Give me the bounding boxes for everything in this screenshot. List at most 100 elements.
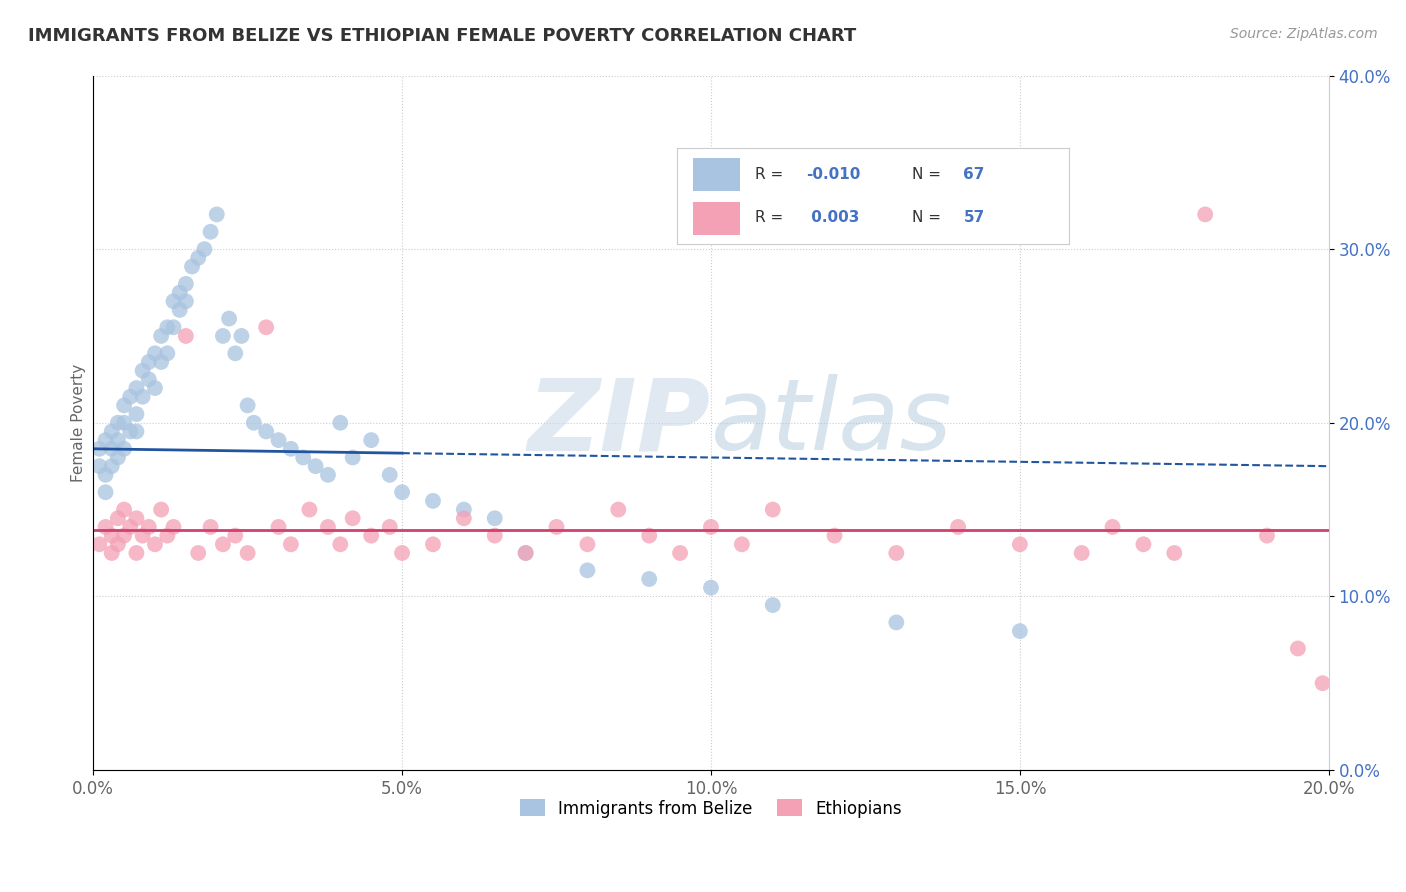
Point (181, 260, 204, 274)
Point (1008, 624, 1031, 639)
Point (484, 511, 506, 525)
Point (200, 225, 222, 239)
Point (1286, 641, 1309, 656)
Point (254, 320, 277, 334)
Point (292, 450, 315, 465)
Point (187, 251, 209, 265)
Point (515, 546, 537, 560)
Text: -0.010: -0.010 (807, 167, 860, 182)
Point (100, 442, 122, 456)
Point (378, 520, 401, 534)
FancyBboxPatch shape (693, 202, 740, 235)
Point (824, 528, 846, 542)
Point (484, 528, 506, 542)
Point (762, 502, 785, 516)
Point (94, 433, 117, 447)
Point (162, 320, 184, 334)
Point (1194, 207, 1216, 221)
Point (107, 416, 129, 430)
Point (607, 502, 630, 516)
Point (174, 329, 197, 343)
Point (298, 502, 321, 516)
Text: R =: R = (755, 167, 789, 182)
Point (546, 520, 568, 534)
FancyBboxPatch shape (693, 158, 740, 191)
Point (89, 459, 111, 474)
Point (131, 364, 153, 378)
Point (316, 520, 339, 534)
Point (212, 537, 235, 551)
Point (731, 537, 754, 551)
Point (100, 546, 122, 560)
Point (94, 520, 117, 534)
Point (1101, 520, 1123, 534)
Text: Source: ZipAtlas.com: Source: ZipAtlas.com (1230, 27, 1378, 41)
Point (174, 277, 197, 291)
Point (150, 329, 173, 343)
Point (131, 528, 153, 542)
Point (169, 285, 191, 300)
Point (329, 537, 352, 551)
Point (700, 581, 723, 595)
Point (112, 502, 135, 516)
Point (125, 425, 148, 439)
Point (94, 485, 117, 500)
Point (638, 528, 661, 542)
Point (125, 546, 148, 560)
Point (224, 346, 246, 360)
Point (107, 537, 129, 551)
Point (360, 528, 382, 542)
Point (94, 467, 117, 482)
Point (125, 511, 148, 525)
Point (236, 398, 259, 412)
Point (89, 442, 111, 456)
Point (1312, 676, 1334, 690)
Point (391, 546, 413, 560)
Point (280, 537, 302, 551)
Point (125, 381, 148, 395)
Point (100, 459, 122, 474)
Point (1256, 528, 1278, 542)
Point (267, 433, 290, 447)
Point (576, 537, 599, 551)
Point (762, 598, 785, 612)
Point (200, 520, 222, 534)
Point (254, 425, 277, 439)
Point (169, 302, 191, 317)
Point (1070, 546, 1092, 560)
Point (162, 520, 184, 534)
Point (342, 450, 364, 465)
Point (267, 520, 290, 534)
Text: 0.003: 0.003 (807, 210, 860, 225)
Point (125, 407, 148, 421)
Point (120, 390, 142, 404)
Point (150, 502, 173, 516)
Point (112, 442, 135, 456)
Point (156, 528, 179, 542)
Point (107, 433, 129, 447)
Point (391, 485, 413, 500)
Point (138, 355, 160, 369)
Point (143, 537, 166, 551)
Point (422, 494, 444, 508)
Text: atlas: atlas (711, 375, 953, 471)
Point (316, 467, 339, 482)
Point (205, 207, 228, 221)
Point (236, 546, 259, 560)
Point (453, 511, 475, 525)
Point (131, 390, 153, 404)
Text: R =: R = (755, 210, 789, 225)
Point (100, 528, 122, 542)
Text: N =: N = (912, 167, 946, 182)
Point (1163, 546, 1185, 560)
Point (700, 520, 723, 534)
Point (138, 372, 160, 386)
Text: 57: 57 (963, 210, 984, 225)
Point (638, 572, 661, 586)
Point (1132, 537, 1154, 551)
Point (422, 537, 444, 551)
Text: IMMIGRANTS FROM BELIZE VS ETHIOPIAN FEMALE POVERTY CORRELATION CHART: IMMIGRANTS FROM BELIZE VS ETHIOPIAN FEMA… (28, 27, 856, 45)
Point (342, 511, 364, 525)
Point (515, 546, 537, 560)
Point (112, 398, 135, 412)
